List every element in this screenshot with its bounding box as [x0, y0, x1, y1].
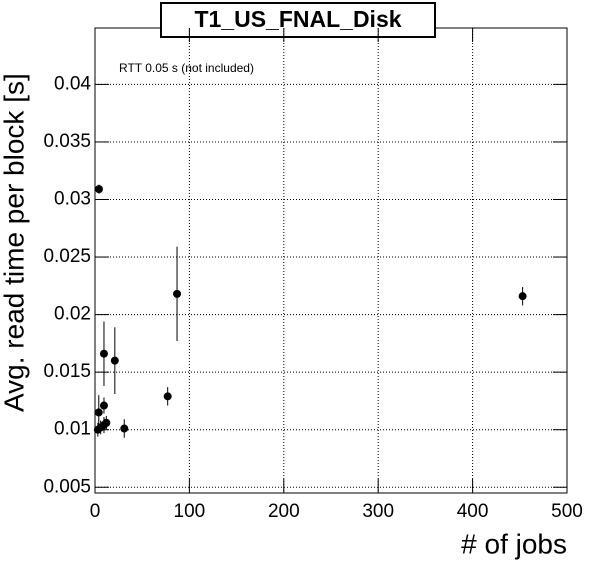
- y-tick-label: 0.03: [54, 189, 91, 210]
- chart-title: T1_US_FNAL_Disk: [194, 6, 401, 32]
- y-tick-label: 0.02: [54, 304, 91, 325]
- data-point: [102, 418, 111, 427]
- data-point: [518, 292, 527, 301]
- data-point: [96, 423, 105, 432]
- y-tick-label: 0.01: [54, 419, 91, 440]
- x-tick-label: 0: [90, 501, 101, 522]
- y-axis-label: Avg. read time per block [s]: [0, 73, 29, 412]
- y-tick-label: 0.015: [43, 361, 91, 382]
- x-tick-label: 300: [362, 501, 394, 522]
- data-point: [173, 289, 182, 298]
- annotation: RTT 0.05 s (not included): [119, 61, 254, 75]
- y-tick-label: 0.005: [43, 476, 91, 497]
- data-point: [110, 356, 119, 365]
- x-tick-label: 100: [174, 501, 206, 522]
- data-point: [94, 185, 103, 194]
- y-tick-label: 0.035: [43, 131, 91, 152]
- y-tick-label: 0.025: [43, 246, 91, 267]
- x-tick-label: 500: [551, 501, 583, 522]
- data-point: [99, 349, 108, 358]
- x-tick-label: 200: [268, 501, 300, 522]
- data-point: [120, 424, 129, 433]
- data-point: [94, 408, 103, 417]
- x-tick-label: 400: [457, 501, 489, 522]
- title-box: [160, 2, 436, 38]
- data-point: [163, 392, 172, 401]
- y-tick-label: 0.04: [54, 73, 91, 94]
- x-axis-label: # of jobs: [461, 528, 567, 559]
- data-point: [99, 401, 108, 410]
- plot-frame: [94, 27, 568, 494]
